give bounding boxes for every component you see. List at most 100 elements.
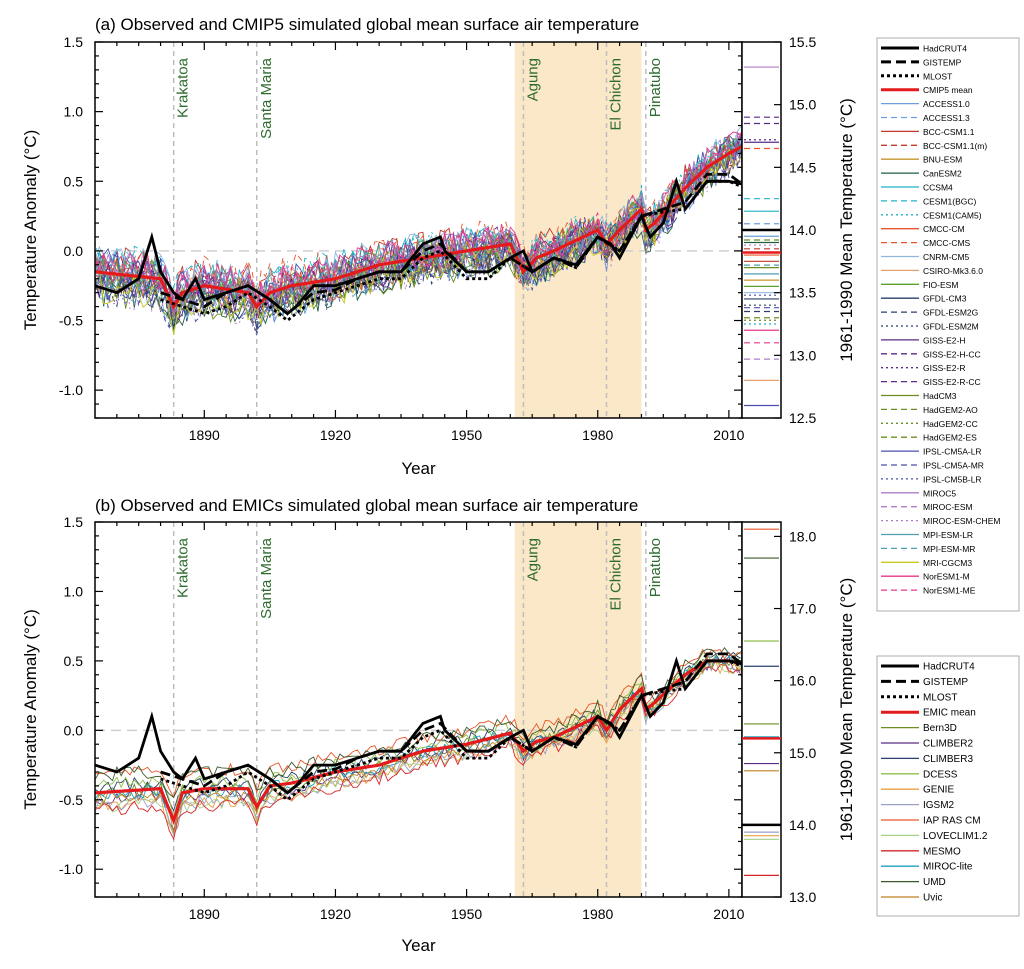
legend-label: IAP RAS CM <box>923 816 981 827</box>
legend-box <box>876 37 1020 612</box>
legend-label: CESM1(CAM5) <box>923 210 982 220</box>
ensemble-mean-line <box>94 659 743 826</box>
y-tick-label: 1.5 <box>64 514 84 530</box>
legend-label: Uvic <box>923 893 942 904</box>
y2-tick-label: 13.5 <box>789 285 816 301</box>
observed-line-gistemp <box>160 172 743 316</box>
x-tick-label: 1890 <box>189 906 220 922</box>
model-line <box>94 130 743 312</box>
legend-label: GISTEMP <box>923 677 968 688</box>
legend-label: CanESM2 <box>923 169 962 179</box>
legend-label: HadCRUT4 <box>923 44 967 54</box>
y2-tick-label: 17.0 <box>789 601 816 617</box>
y2-tick-label: 16.0 <box>789 673 816 689</box>
model-line <box>94 648 743 799</box>
eruption-label: Pinatubo <box>647 538 664 597</box>
ensemble-mean-line <box>94 144 743 310</box>
y2-tick-label: 14.5 <box>789 159 816 175</box>
panel-a: (a) Observed and CMIP5 simulated global … <box>21 15 1020 612</box>
y-tick-label: 1.0 <box>64 583 84 599</box>
x-tick-label: 1890 <box>189 427 220 443</box>
legend-label: MLOST <box>923 71 952 81</box>
legend-label: Bern3D <box>923 723 957 734</box>
y2-tick-label: 13.0 <box>789 889 816 905</box>
y2-axis-label: 1961-1990 Mean Temperature (°C) <box>837 98 856 362</box>
y-tick-label: -0.5 <box>59 313 83 329</box>
chart-title: (b) Observed and EMICs simulated global … <box>95 496 638 515</box>
y2-tick-label: 15.0 <box>789 97 816 113</box>
legend-label: MPI-ESM-MR <box>923 544 975 554</box>
x-tick-label: 2010 <box>713 906 744 922</box>
model-line <box>94 660 743 836</box>
model-line <box>94 138 743 312</box>
legend-label: LOVECLIM1.2 <box>923 831 988 842</box>
eruption-label: Krakatoa <box>175 57 192 118</box>
model-line <box>94 658 743 821</box>
x-tick-label: 1980 <box>582 906 613 922</box>
legend-label: GISS-E2-H-CC <box>923 349 981 359</box>
legend-label: MIROC5 <box>923 488 956 498</box>
eruption-label: Krakatoa <box>175 537 192 598</box>
legend-label: NorESM1-M <box>923 572 970 582</box>
legend-label: CCSM4 <box>923 183 953 193</box>
legend: HadCRUT4 GISTEMP MLOST EMIC mean Bern3D CLIMB… <box>876 655 1020 917</box>
model-line <box>94 659 743 835</box>
model-line <box>94 136 743 312</box>
legend-label: GFDL-ESM2M <box>923 322 979 332</box>
legend-label: CMCC-CMS <box>923 238 971 248</box>
legend-label: NorESM1-ME <box>923 586 976 596</box>
legend-label: CESM1(BGC) <box>923 196 977 206</box>
legend-label: IPSL-CM5A-MR <box>923 461 984 471</box>
x-axis-label: Year <box>401 459 436 478</box>
legend-label: HadGEM2-ES <box>923 433 977 443</box>
model-line <box>94 651 743 812</box>
model-runs <box>94 647 743 841</box>
legend-label: MLOST <box>923 692 957 703</box>
x-tick-label: 2010 <box>713 427 744 443</box>
legend-label: GISS-E2-H <box>923 335 966 345</box>
legend-label: CNRM-CM5 <box>923 252 970 262</box>
x-tick-label: 1950 <box>451 906 482 922</box>
legend-label: CLIMBER2 <box>923 739 973 750</box>
eruption-label: El Chichon <box>607 58 624 131</box>
legend: HadCRUT4 GISTEMP MLOST CMIP5 mean ACCESS1.0 A… <box>876 37 1020 612</box>
legend-box <box>876 655 1020 917</box>
legend-label: IPSL-CM5B-LR <box>923 474 982 484</box>
eruption-label: Agung <box>524 538 541 581</box>
model-line <box>94 655 743 834</box>
legend-label: IPSL-CM5A-LR <box>923 447 982 457</box>
y-tick-label: 0.0 <box>64 722 84 738</box>
x-tick-label: 1950 <box>451 427 482 443</box>
legend-label: IGSM2 <box>923 800 955 811</box>
chart-title: (a) Observed and CMIP5 simulated global … <box>95 15 639 34</box>
model-line <box>94 655 743 821</box>
y-tick-label: 1.5 <box>64 34 84 50</box>
y2-tick-label: 18.0 <box>789 528 816 544</box>
legend-label: MIROC-ESM-CHEM <box>923 516 1000 526</box>
model-line <box>94 659 743 838</box>
model-line <box>94 140 743 327</box>
y2-tick-label: 15.0 <box>789 745 816 761</box>
y-tick-label: -1.0 <box>59 861 83 877</box>
eruption-label: Pinatubo <box>647 58 664 117</box>
x-tick-label: 1920 <box>320 906 351 922</box>
y2-tick-label: 12.5 <box>789 410 816 426</box>
legend-label: CMCC-CM <box>923 224 965 234</box>
mean-temp-strip <box>741 521 782 898</box>
legend-label: HadCM3 <box>923 391 957 401</box>
legend-label: GISTEMP <box>923 57 962 67</box>
y-axis-label: Temperature Anomaly (°C) <box>21 609 40 809</box>
legend-label: GISS-E2-R-CC <box>923 377 981 387</box>
y-tick-label: 0.5 <box>64 653 84 669</box>
y-tick-label: 0.0 <box>64 243 84 259</box>
eruption-label: Agung <box>524 58 541 101</box>
legend-label: GENIE <box>923 785 954 796</box>
x-tick-label: 1980 <box>582 427 613 443</box>
legend-label: BCC-CSM1.1(m) <box>923 141 987 151</box>
legend-label: GFDL-ESM2G <box>923 308 978 318</box>
legend-label: MIROC-ESM <box>923 502 973 512</box>
legend-label: ACCESS1.3 <box>923 113 970 123</box>
legend-label: MIROC-lite <box>923 862 973 873</box>
y2-tick-label: 14.0 <box>789 817 816 833</box>
